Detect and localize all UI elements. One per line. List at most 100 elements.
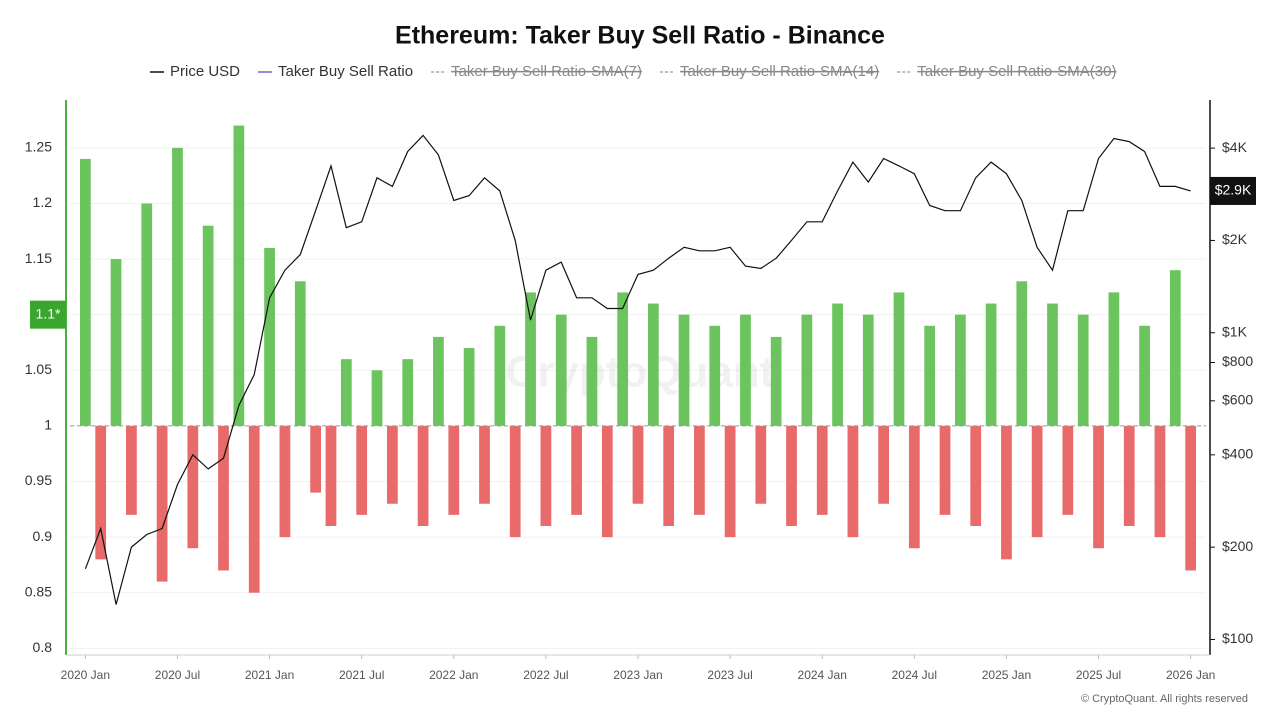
bar [647, 303, 659, 426]
bar [970, 425, 982, 526]
bar [417, 425, 429, 526]
bar [663, 425, 675, 526]
legend-item[interactable]: Taker Buy Sell Ratio-SMA(30) [897, 63, 1116, 80]
bar [294, 281, 306, 426]
bar [1077, 314, 1089, 426]
bar [770, 336, 782, 426]
bar [540, 425, 552, 526]
bar [571, 425, 582, 515]
legend-label: Taker Buy Sell Ratio-SMA(30) [917, 63, 1116, 80]
bar [786, 425, 797, 526]
footer: © CryptoQuant. All rights reserved [1081, 693, 1248, 705]
bar [862, 314, 874, 426]
x-tick-label: 2025 Jul [1076, 668, 1121, 682]
bar [832, 303, 843, 426]
bar [555, 314, 567, 426]
price-line [84, 134, 1191, 605]
bar [1001, 425, 1012, 560]
bar [248, 425, 260, 593]
bar [755, 425, 767, 504]
bar [801, 314, 813, 426]
y-tick-label: 0.95 [25, 472, 52, 488]
bar [325, 425, 337, 526]
x-tick-label: 2022 Jul [523, 668, 568, 682]
y-tick-label: 1.05 [25, 361, 52, 377]
bar [95, 425, 107, 560]
bar [1169, 270, 1181, 426]
x-tick-label: 2023 Jan [613, 668, 662, 682]
bar [463, 348, 475, 426]
legend-item[interactable]: Taker Buy Sell Ratio [258, 63, 413, 80]
x-tick-label: 2020 Jan [61, 668, 110, 682]
current-ratio-marker [30, 300, 66, 329]
bar [1139, 325, 1150, 426]
legend-label: Taker Buy Sell Ratio [278, 63, 413, 80]
legend-label: Taker Buy Sell Ratio-SMA(14) [680, 63, 879, 80]
bar [1062, 425, 1074, 515]
x-tick-label: 2021 Jan [245, 668, 294, 682]
legend-item[interactable]: Taker Buy Sell Ratio-SMA(7) [431, 63, 642, 80]
bar [156, 425, 168, 582]
y-tick-label: 0.8 [33, 639, 53, 655]
bar [509, 425, 521, 538]
bar [218, 425, 229, 571]
y-tick-label: 0.9 [33, 528, 53, 544]
bar [724, 425, 736, 538]
bar [479, 425, 490, 504]
y-tick-label: 1.2 [33, 194, 53, 210]
x-tick-label: 2025 Jan [982, 668, 1031, 682]
x-tick-label: 2024 Jan [798, 668, 847, 682]
y2-tick-label: $100 [1222, 630, 1253, 646]
current-price-marker [1210, 176, 1256, 205]
y2-tick-label: $4K [1222, 139, 1248, 155]
bar [525, 292, 536, 426]
bar [939, 425, 951, 515]
bar [1185, 425, 1197, 571]
y2-tick-label: $400 [1222, 446, 1253, 462]
x-tick-label: 2024 Jul [892, 668, 937, 682]
legend-label: Price USD [170, 63, 240, 80]
bar [202, 225, 214, 426]
bar [1123, 425, 1135, 526]
bar [387, 425, 398, 504]
legend-item[interactable]: Taker Buy Sell Ratio-SMA(14) [659, 63, 879, 80]
y2-tick-label: $600 [1222, 392, 1253, 408]
bar [340, 359, 352, 426]
x-tick-label: 2023 Jul [707, 668, 752, 682]
bar [371, 370, 383, 426]
y-tick-label: 1 [44, 417, 52, 433]
bar [310, 425, 321, 493]
chart-title: Ethereum: Taker Buy Sell Ratio - Binance [395, 22, 885, 50]
bar [141, 203, 153, 426]
y2-tick-label: $1K [1222, 323, 1248, 339]
bar [356, 425, 368, 515]
bar [740, 314, 751, 426]
y-tick-label: 1.15 [25, 250, 52, 266]
legend-item[interactable]: Price USD [150, 63, 240, 80]
bar [632, 425, 644, 504]
bar [586, 336, 598, 426]
bar [924, 325, 936, 426]
bar [494, 325, 506, 426]
bar [908, 425, 920, 549]
bar [985, 303, 997, 426]
bar [1016, 281, 1028, 426]
legend-label: Taker Buy Sell Ratio-SMA(7) [451, 63, 642, 80]
bar [601, 425, 613, 538]
y-tick-label: 0.85 [25, 583, 52, 599]
bar [448, 425, 460, 515]
x-tick-label: 2026 Jan [1166, 668, 1215, 682]
bar [433, 336, 444, 426]
bar [694, 425, 705, 515]
bar [172, 147, 183, 426]
y-tick-label: 1.25 [25, 139, 52, 155]
y2-tick-label: $2K [1222, 231, 1248, 247]
bar [847, 425, 859, 538]
bar [264, 247, 275, 426]
current-ratio-label: 1.1* [36, 305, 61, 321]
y2-tick-label: $200 [1222, 538, 1253, 554]
current-price-label: $2.9K [1215, 182, 1252, 198]
bar [1154, 425, 1166, 538]
y2-tick-label: $800 [1222, 353, 1253, 369]
